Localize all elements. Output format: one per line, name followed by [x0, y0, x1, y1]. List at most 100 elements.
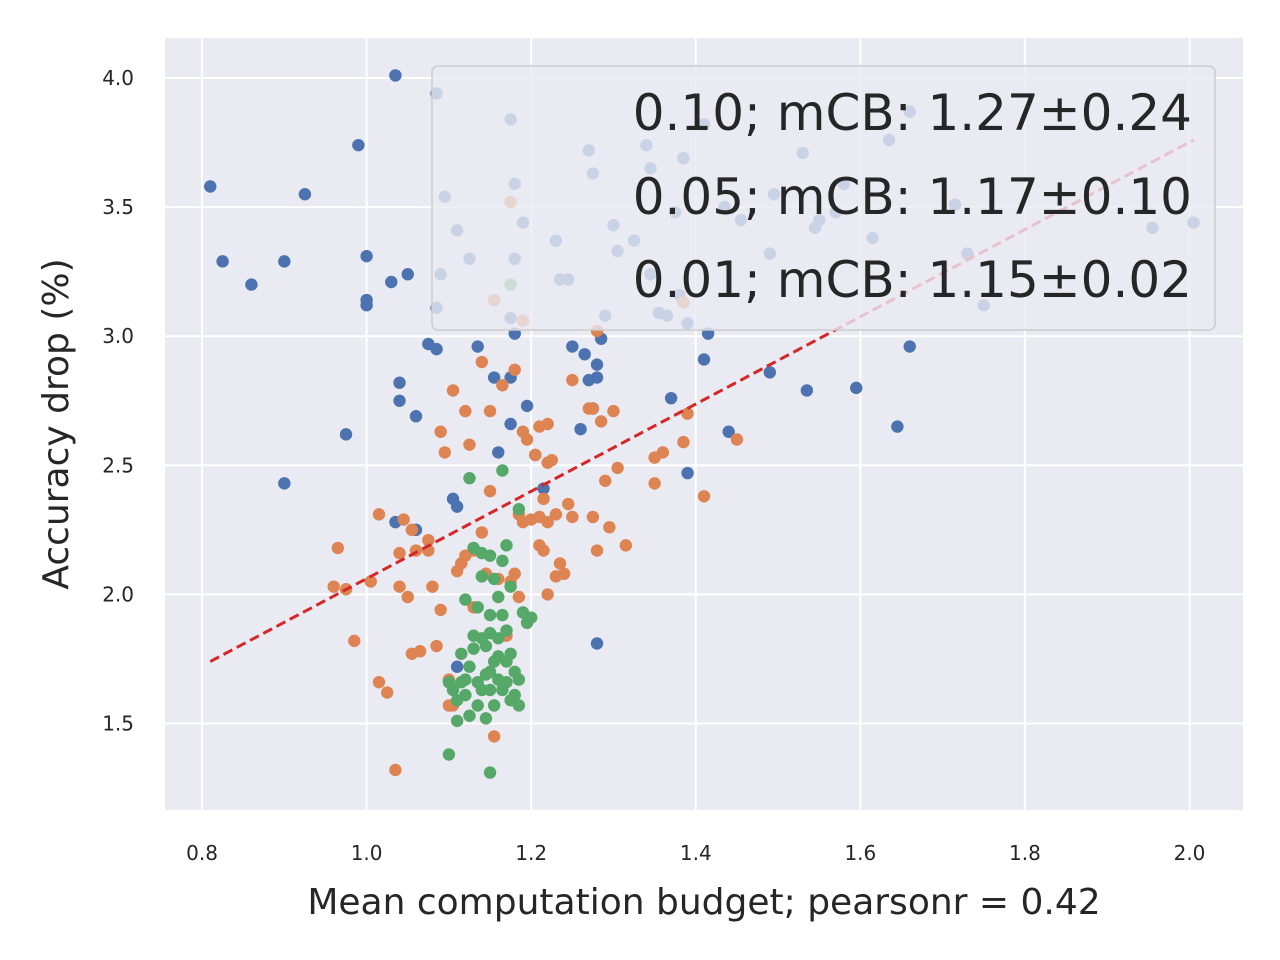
- data-point-series-3: [496, 554, 509, 568]
- data-point-series-2: [541, 417, 554, 431]
- data-point-series-3: [483, 665, 497, 679]
- legend: 0.10; mCB: 1.27±0.24 0.05; mCB: 1.17±0.1…: [431, 65, 1216, 331]
- data-point-series-3: [471, 601, 484, 614]
- data-point-series-2: [586, 510, 600, 524]
- data-point-series-2: [434, 603, 447, 617]
- y-tick-label: 2.0: [102, 582, 134, 606]
- data-point-series-2: [434, 425, 447, 438]
- data-point-series-1: [401, 268, 414, 281]
- data-point-series-3: [455, 647, 468, 660]
- data-point-series-2: [438, 446, 451, 459]
- data-point-series-3: [463, 660, 476, 673]
- data-point-series-3: [492, 590, 505, 604]
- data-point-series-2: [483, 404, 497, 418]
- data-point-series-2: [566, 510, 579, 524]
- data-point-series-3: [467, 642, 480, 655]
- data-point-series-3: [475, 570, 489, 583]
- x-tick-label: 0.8: [186, 841, 218, 865]
- data-point-series-2: [512, 590, 526, 604]
- data-point-series-2: [475, 355, 489, 369]
- x-axis-label: Mean computation budget; pearsonr = 0.42: [307, 882, 1100, 923]
- data-point-series-2: [549, 508, 563, 521]
- data-point-series-2: [730, 433, 744, 446]
- data-point-series-2: [413, 645, 427, 658]
- data-point-series-1: [800, 384, 814, 397]
- data-point-series-1: [590, 371, 604, 384]
- data-point-series-2: [537, 544, 550, 557]
- data-point-series-2: [541, 515, 554, 529]
- data-point-series-1: [566, 340, 579, 353]
- data-point-series-3: [459, 593, 472, 606]
- data-point-series-2: [590, 544, 604, 557]
- data-point-series-3: [492, 650, 505, 663]
- data-point-series-2: [537, 492, 550, 506]
- data-point-series-2: [557, 567, 571, 580]
- legend-entry: 0.01; mCB: 1.15±0.02: [633, 251, 1192, 309]
- data-point-series-1: [360, 293, 373, 307]
- data-point-series-3: [512, 699, 526, 712]
- data-point-series-3: [479, 712, 493, 725]
- data-point-series-3: [459, 688, 472, 702]
- data-point-series-3: [483, 766, 497, 779]
- data-point-series-2: [520, 433, 534, 446]
- y-tick-label: 3.0: [102, 324, 134, 348]
- data-point-series-1: [487, 371, 501, 384]
- data-point-series-1: [471, 340, 484, 353]
- data-point-series-2: [529, 448, 542, 462]
- data-point-series-2: [372, 508, 386, 521]
- data-point-series-2: [566, 373, 579, 387]
- data-point-series-3: [487, 572, 501, 586]
- data-point-series-2: [607, 404, 620, 418]
- data-point-series-2: [459, 404, 472, 418]
- data-point-series-1: [903, 340, 916, 353]
- data-point-series-3: [508, 688, 521, 702]
- data-point-series-2: [393, 580, 406, 593]
- data-point-series-1: [278, 255, 291, 268]
- data-point-series-2: [380, 686, 394, 699]
- data-point-series-2: [697, 490, 711, 503]
- data-point-series-1: [520, 399, 534, 413]
- data-point-series-2: [603, 521, 616, 534]
- data-point-series-2: [475, 526, 489, 539]
- data-point-series-2: [681, 407, 694, 420]
- data-point-series-2: [463, 438, 476, 451]
- data-point-series-1: [385, 275, 398, 289]
- x-tick-label: 1.2: [515, 841, 547, 865]
- data-point-series-1: [430, 342, 443, 356]
- data-point-series-1: [393, 394, 406, 407]
- data-point-series-2: [327, 580, 340, 593]
- data-point-series-1: [891, 420, 904, 433]
- data-point-series-1: [590, 637, 604, 650]
- data-point-series-2: [348, 634, 361, 648]
- data-point-series-2: [405, 523, 419, 537]
- data-point-series-1: [578, 348, 591, 361]
- data-point-series-1: [574, 422, 587, 436]
- data-point-series-2: [545, 453, 558, 467]
- x-tick-label: 2.0: [1174, 841, 1206, 865]
- data-point-series-1: [352, 138, 365, 152]
- data-point-series-3: [450, 714, 464, 728]
- y-tick-label: 1.5: [102, 712, 134, 736]
- data-point-series-2: [331, 541, 345, 555]
- data-point-series-1: [204, 180, 217, 193]
- data-point-series-2: [562, 497, 575, 511]
- data-point-series-2: [594, 415, 608, 428]
- data-point-series-2: [508, 363, 521, 376]
- x-tick-label: 1.4: [680, 841, 712, 865]
- data-point-series-1: [697, 353, 711, 366]
- data-point-series-3: [500, 539, 513, 552]
- y-axis-label: Accuracy drop (%): [36, 258, 77, 589]
- data-point-series-2: [487, 730, 501, 743]
- data-point-series-2: [446, 384, 460, 397]
- data-point-series-1: [590, 358, 604, 371]
- y-tick-label: 4.0: [102, 66, 134, 90]
- data-point-series-2: [619, 539, 633, 552]
- data-point-series-1: [722, 425, 735, 438]
- data-point-series-3: [442, 748, 456, 761]
- data-point-series-2: [508, 567, 521, 580]
- data-point-series-1: [681, 466, 694, 480]
- legend-entry: 0.05; mCB: 1.17±0.10: [633, 168, 1192, 226]
- data-point-series-2: [397, 513, 410, 526]
- data-point-series-2: [364, 575, 377, 588]
